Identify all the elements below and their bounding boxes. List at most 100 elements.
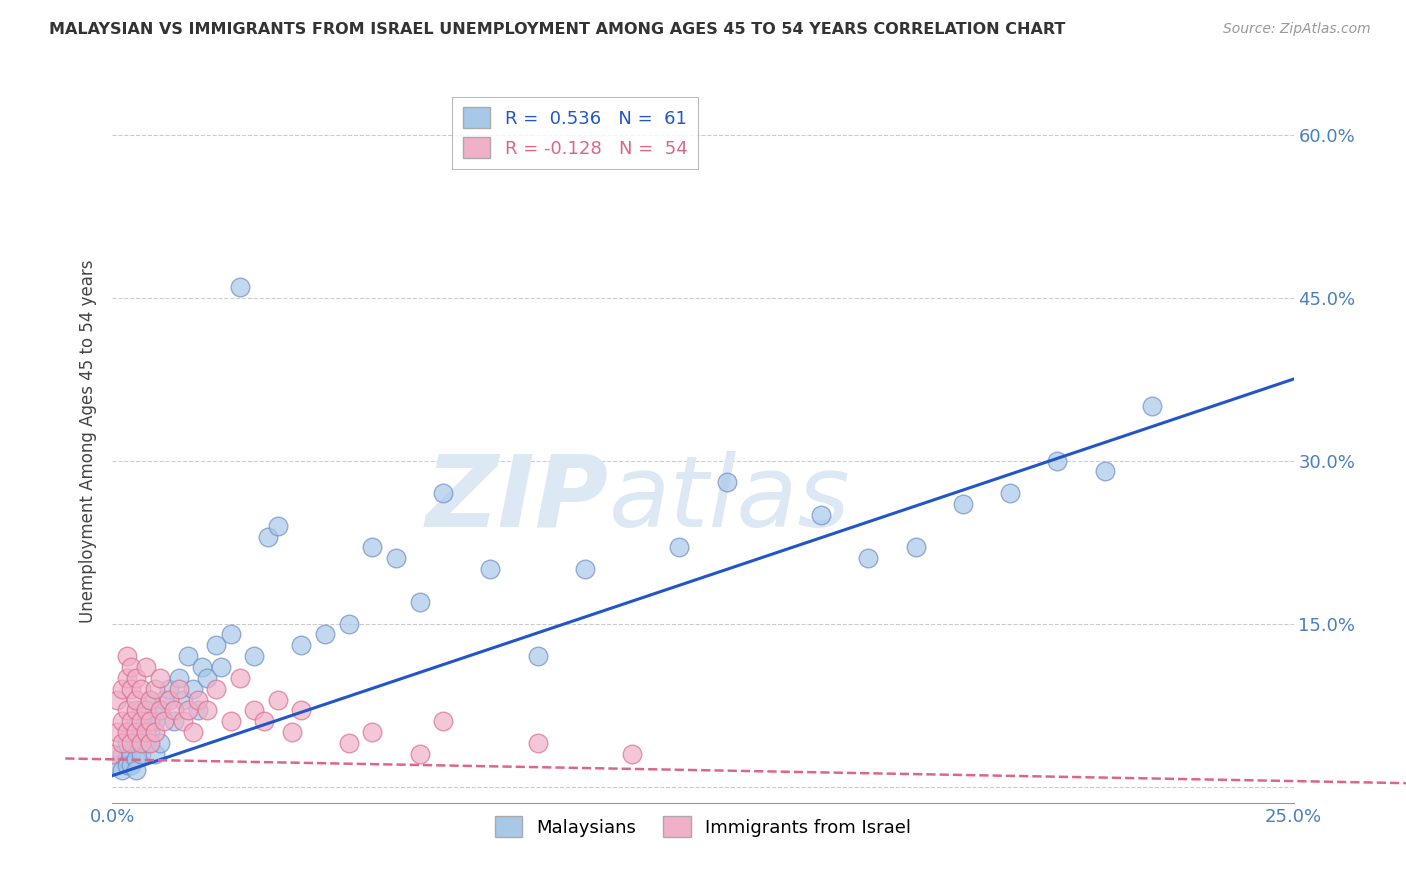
Point (115, 671, 138, 685)
Point (205, 681, 228, 696)
Point (139, 725, 162, 739)
Point (139, 692, 162, 706)
Point (135, 714, 157, 729)
Point (432, 486, 454, 500)
Point (337, 736, 360, 750)
Point (253, 714, 276, 729)
Point (125, 692, 148, 706)
Point (120, 660, 142, 674)
Point (135, 725, 157, 739)
Point (153, 692, 176, 706)
Point (205, 638, 228, 652)
Point (243, 703, 266, 717)
Point (229, 671, 252, 685)
Point (408, 595, 430, 609)
Point (105, 757, 128, 772)
Point (186, 692, 208, 706)
Point (135, 736, 157, 750)
Point (143, 725, 166, 739)
Point (1046, 453, 1069, 467)
Point (129, 747, 152, 761)
Point (149, 671, 172, 685)
Point (998, 486, 1021, 500)
Point (195, 671, 218, 685)
Point (129, 681, 152, 696)
Point (1140, 399, 1163, 413)
Point (111, 681, 134, 696)
Point (191, 660, 214, 674)
Point (408, 747, 430, 761)
Text: MALAYSIAN VS IMMIGRANTS FROM ISRAEL UNEMPLOYMENT AMONG AGES 45 TO 54 YEARS CORRE: MALAYSIAN VS IMMIGRANTS FROM ISRAEL UNEM… (49, 22, 1066, 37)
Point (115, 725, 138, 739)
Point (129, 736, 152, 750)
Point (267, 692, 290, 706)
Point (858, 551, 880, 566)
Point (120, 725, 142, 739)
Point (120, 747, 142, 761)
Point (716, 475, 738, 490)
Point (143, 714, 166, 729)
Point (952, 497, 974, 511)
Point (125, 714, 148, 729)
Point (385, 551, 408, 566)
Point (120, 736, 142, 750)
Point (149, 736, 172, 750)
Point (157, 692, 180, 706)
Point (125, 703, 148, 717)
Point (163, 703, 186, 717)
Point (115, 752, 138, 766)
Point (149, 703, 172, 717)
Y-axis label: Unemployment Among Ages 45 to 54 years: Unemployment Among Ages 45 to 54 years (79, 260, 97, 624)
Point (111, 736, 134, 750)
Point (115, 757, 138, 772)
Point (1094, 464, 1116, 478)
Point (101, 747, 124, 761)
Point (139, 714, 162, 729)
Point (115, 703, 138, 717)
Point (135, 660, 157, 674)
Point (153, 714, 176, 729)
Point (115, 736, 138, 750)
Point (125, 736, 148, 750)
Point (810, 508, 832, 522)
Point (243, 649, 266, 664)
Point (167, 681, 190, 696)
Point (257, 530, 280, 544)
Point (111, 747, 134, 761)
Point (361, 541, 384, 555)
Point (229, 279, 252, 293)
Point (135, 703, 157, 717)
Point (105, 692, 128, 706)
Point (111, 763, 134, 777)
Text: ZIP: ZIP (426, 450, 609, 548)
Point (337, 616, 360, 631)
Point (149, 703, 172, 717)
Point (432, 714, 454, 729)
Point (125, 763, 148, 777)
Point (172, 692, 194, 706)
Point (526, 649, 548, 664)
Point (290, 638, 312, 652)
Point (290, 703, 312, 717)
Point (177, 703, 200, 717)
Point (219, 627, 242, 641)
Point (120, 714, 142, 729)
Point (125, 671, 148, 685)
Point (219, 714, 242, 729)
Point (143, 681, 166, 696)
Point (120, 757, 142, 772)
Point (172, 714, 194, 729)
Text: Source: ZipAtlas.com: Source: ZipAtlas.com (1223, 22, 1371, 37)
Text: atlas: atlas (609, 450, 851, 548)
Point (267, 518, 290, 533)
Point (526, 736, 548, 750)
Legend: Malaysians, Immigrants from Israel: Malaysians, Immigrants from Israel (488, 809, 918, 845)
Point (181, 725, 204, 739)
Point (139, 736, 162, 750)
Point (157, 681, 180, 696)
Point (209, 660, 232, 674)
Point (105, 725, 128, 739)
Point (668, 541, 690, 555)
Point (314, 627, 336, 641)
Point (177, 649, 200, 664)
